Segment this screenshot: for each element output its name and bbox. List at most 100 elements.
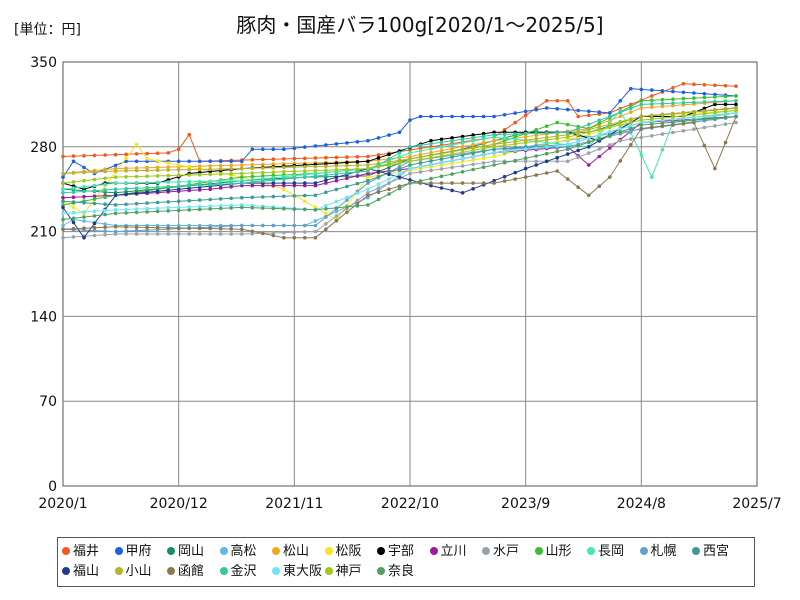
data-point (166, 232, 170, 236)
data-point (313, 181, 318, 185)
data-point (313, 235, 318, 240)
data-point (103, 212, 107, 217)
data-point (197, 188, 202, 192)
data-point (261, 162, 265, 167)
data-point (429, 181, 433, 185)
legend-item: 奈良 (377, 564, 414, 580)
data-point (250, 205, 255, 210)
data-point (387, 181, 391, 185)
data-point (303, 165, 307, 169)
data-point (61, 171, 65, 176)
data-point (103, 232, 107, 237)
data-point (282, 147, 286, 151)
data-point (176, 232, 181, 236)
data-point (534, 137, 538, 141)
legend-item: 函館 (167, 564, 204, 580)
data-point (355, 174, 360, 178)
data-point (134, 166, 139, 170)
data-point (597, 154, 602, 159)
data-point (61, 154, 65, 159)
data-point (218, 227, 223, 231)
data-point (71, 186, 76, 190)
chart: 豚肉・国産バラ100g[2020/1～2025/5] [単位：円] 0 70 140… (14, 13, 782, 512)
data-point (313, 223, 318, 228)
data-point (534, 173, 538, 177)
data-point (145, 225, 149, 230)
data-point (523, 113, 528, 118)
legend-item: 西宮 (692, 544, 729, 560)
data-point (702, 95, 707, 100)
data-point (523, 175, 528, 179)
data-point (387, 152, 391, 157)
data-point (481, 137, 486, 141)
data-point (460, 164, 465, 168)
data-point (240, 203, 244, 207)
data-point (597, 137, 602, 141)
data-point (576, 185, 580, 189)
data-point (355, 198, 360, 203)
legend-label: 松山 (283, 544, 310, 559)
data-point (187, 183, 191, 188)
legend-item: 松阪 (324, 544, 362, 560)
data-point (460, 159, 465, 164)
data-point (702, 143, 707, 148)
data-point (397, 186, 402, 191)
legend-marker (219, 566, 228, 575)
data-point (176, 199, 181, 204)
data-point (229, 203, 233, 208)
legend-label: 松阪 (335, 544, 362, 559)
legend-item: 東大阪 (272, 564, 322, 580)
data-point (261, 206, 265, 210)
data-point (71, 235, 76, 239)
legend-marker (167, 546, 175, 555)
data-point (587, 127, 591, 132)
data-point (460, 157, 465, 161)
data-point (702, 109, 707, 113)
data-point (82, 165, 86, 170)
legend-item: 小山 (114, 564, 152, 580)
data-point (502, 149, 507, 154)
data-point (334, 172, 339, 176)
data-point (418, 161, 423, 165)
data-point (597, 184, 602, 188)
data-point (334, 161, 339, 165)
data-point (282, 187, 286, 191)
data-point (587, 151, 591, 155)
data-point (166, 180, 170, 184)
data-point (134, 201, 139, 206)
legend-label: 金沢 (230, 564, 257, 579)
data-point (418, 164, 423, 169)
legend-marker (62, 566, 70, 575)
data-point (639, 106, 644, 110)
data-point (292, 181, 297, 185)
data-point (397, 158, 402, 163)
data-point (555, 169, 559, 173)
y-tick-label: 350 (30, 55, 57, 71)
data-point (565, 99, 570, 103)
data-point (587, 109, 591, 114)
data-point (460, 114, 465, 119)
data-point (471, 167, 475, 172)
data-point (240, 166, 244, 171)
data-point (303, 199, 307, 204)
data-point (460, 137, 465, 141)
data-point (124, 169, 128, 173)
data-point (134, 210, 139, 215)
legend-item: 金沢 (219, 564, 257, 580)
data-point (702, 83, 707, 87)
data-point (124, 152, 128, 157)
data-point (650, 134, 654, 138)
data-point (218, 232, 223, 236)
data-point (208, 164, 212, 168)
legend-item: 高松 (219, 544, 257, 560)
data-point (734, 94, 738, 98)
data-point (176, 187, 181, 191)
data-point (113, 208, 118, 212)
data-point (523, 159, 528, 164)
data-point (534, 159, 538, 164)
data-point (334, 187, 339, 192)
data-point (113, 169, 118, 173)
data-point (113, 187, 118, 191)
legend-item: 福山 (62, 564, 99, 580)
data-point (82, 235, 86, 240)
